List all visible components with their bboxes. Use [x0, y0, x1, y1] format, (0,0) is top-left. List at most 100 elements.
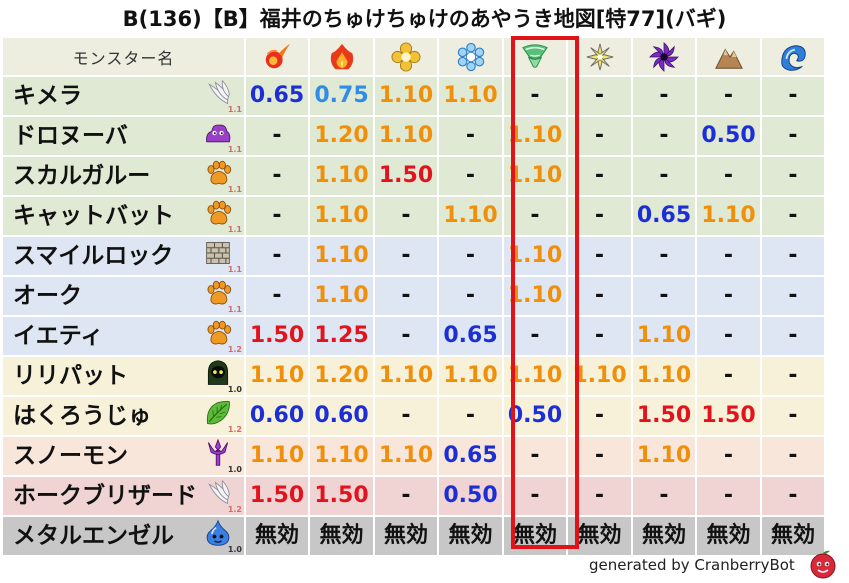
flame-icon	[310, 38, 373, 75]
resistance-value: 1.10	[374, 116, 438, 156]
resistance-value: -	[761, 276, 825, 316]
resistance-value: 1.25	[309, 316, 374, 356]
monster-multiplier: 1.1	[227, 305, 242, 314]
resistance-value: 1.10	[309, 196, 374, 236]
resistance-value: 1.20	[309, 116, 374, 156]
resistance-value: 1.10	[438, 196, 503, 236]
monster-cell: オーク 1.1	[2, 276, 245, 316]
resistance-value: 1.10	[632, 316, 696, 356]
resistance-value: -	[696, 236, 761, 276]
monster-cell: キメラ 1.1	[2, 76, 245, 116]
resistance-value: 無効	[696, 516, 761, 556]
monster-cell: ホークブリザード 1.2	[2, 476, 245, 516]
wing-icon	[204, 79, 232, 107]
resistance-value: -	[761, 196, 825, 236]
resistance-value: -	[761, 396, 825, 436]
table-row: スマイルロック 1.1-1.10- -1.10- - - -	[2, 236, 825, 276]
resistance-value: -	[438, 276, 503, 316]
monster-multiplier: 1.2	[227, 505, 242, 514]
monster-multiplier: 1.0	[227, 385, 242, 394]
resistance-value: -	[374, 316, 438, 356]
resistance-value: 無効	[567, 516, 632, 556]
element-header-7	[696, 37, 761, 76]
monster-cell: リリパット 1.0	[2, 356, 245, 396]
monster-name: メタルエンゼル	[13, 523, 174, 549]
resistance-value: 1.50	[374, 156, 438, 196]
resistance-value: 1.10	[567, 356, 632, 396]
ice-icon	[375, 38, 437, 75]
resistance-value: -	[696, 356, 761, 396]
light-icon	[568, 38, 631, 75]
resistance-value: -	[245, 156, 309, 196]
resistance-value: 1.10	[245, 436, 309, 476]
table-row: キャットバット 1.1-1.10-1.10- -0.65 1.10-	[2, 196, 825, 236]
resistance-value: 0.60	[309, 396, 374, 436]
resistance-value: -	[761, 236, 825, 276]
resistance-value: 0.60	[245, 396, 309, 436]
resistance-value: -	[245, 116, 309, 156]
resistance-value: 1.10	[503, 156, 567, 196]
resistance-value: -	[567, 156, 632, 196]
resistance-value: -	[761, 356, 825, 396]
fire-icon	[246, 38, 308, 75]
resistance-value: 1.10	[309, 156, 374, 196]
resistance-value: -	[438, 156, 503, 196]
monster-name: はくろうじゅ	[13, 403, 151, 429]
generator-credit: generated by CranberryBot	[589, 556, 795, 574]
water-icon	[762, 38, 824, 75]
resistance-value: 無効	[761, 516, 825, 556]
leaf-icon	[204, 399, 232, 427]
monster-cell: キャットバット 1.1	[2, 196, 245, 236]
monster-cell: イエティ 1.2	[2, 316, 245, 356]
resistance-value: -	[503, 316, 567, 356]
table-row: オーク 1.1-1.10- -1.10- - - -	[2, 276, 825, 316]
resistance-value: 1.50	[632, 396, 696, 436]
monster-multiplier: 1.0	[227, 465, 242, 474]
resistance-value: -	[374, 276, 438, 316]
monster-name: スノーモン	[13, 443, 128, 469]
resistance-value: 無効	[309, 516, 374, 556]
monster-cell: スマイルロック 1.1	[2, 236, 245, 276]
resistance-table: モンスター名 キメラ 1.1 0.65 0.75 1.10 1.10- - - - - ドロヌーバ 1…	[2, 37, 825, 556]
monster-name: スカルガルー	[13, 163, 151, 189]
metal-slime-icon	[204, 519, 232, 547]
resistance-value: -	[374, 476, 438, 516]
table-row: スノーモン 1.0 1.10 1.10 1.10 0.65- -1.10- -	[2, 436, 825, 476]
resistance-value: 1.10	[632, 356, 696, 396]
table-row: キメラ 1.1 0.65 0.75 1.10 1.10- - - - -	[2, 76, 825, 116]
resistance-value: 1.10	[374, 436, 438, 476]
element-header-2	[374, 37, 438, 76]
resistance-value: -	[503, 76, 567, 116]
resistance-value: 0.50	[503, 396, 567, 436]
resistance-value: 1.50	[696, 396, 761, 436]
resistance-value: -	[438, 116, 503, 156]
resistance-value: -	[567, 196, 632, 236]
hooded-figure-icon	[204, 359, 232, 387]
resistance-value: -	[503, 476, 567, 516]
resistance-value: 1.10	[632, 436, 696, 476]
resistance-value: 無効	[374, 516, 438, 556]
resistance-value: -	[503, 196, 567, 236]
monster-name: イエティ	[13, 323, 104, 349]
paw-icon	[204, 199, 232, 227]
resistance-value: -	[245, 276, 309, 316]
resistance-value: -	[245, 236, 309, 276]
brick-icon	[204, 239, 232, 267]
monster-cell: スノーモン 1.0	[2, 436, 245, 476]
table-row: イエティ 1.2 1.50 1.25-0.65- -1.10- -	[2, 316, 825, 356]
resistance-value: 0.75	[309, 76, 374, 116]
resistance-value: -	[761, 116, 825, 156]
resistance-value: 0.65	[438, 316, 503, 356]
resistance-value: 0.50	[696, 116, 761, 156]
resistance-value: -	[503, 436, 567, 476]
monster-multiplier: 1.1	[227, 145, 242, 154]
element-header-8	[761, 37, 825, 76]
resistance-value: -	[438, 396, 503, 436]
resistance-value: 1.50	[245, 476, 309, 516]
earth-icon	[697, 38, 760, 75]
table-row: メタルエンゼル 1.0 無効 無効 無効 無効 無効 無効 無効 無効 無効	[2, 516, 825, 556]
trident-icon	[204, 438, 232, 467]
dark-icon	[633, 38, 695, 75]
resistance-value: -	[696, 156, 761, 196]
slime-blob-icon	[204, 119, 232, 147]
